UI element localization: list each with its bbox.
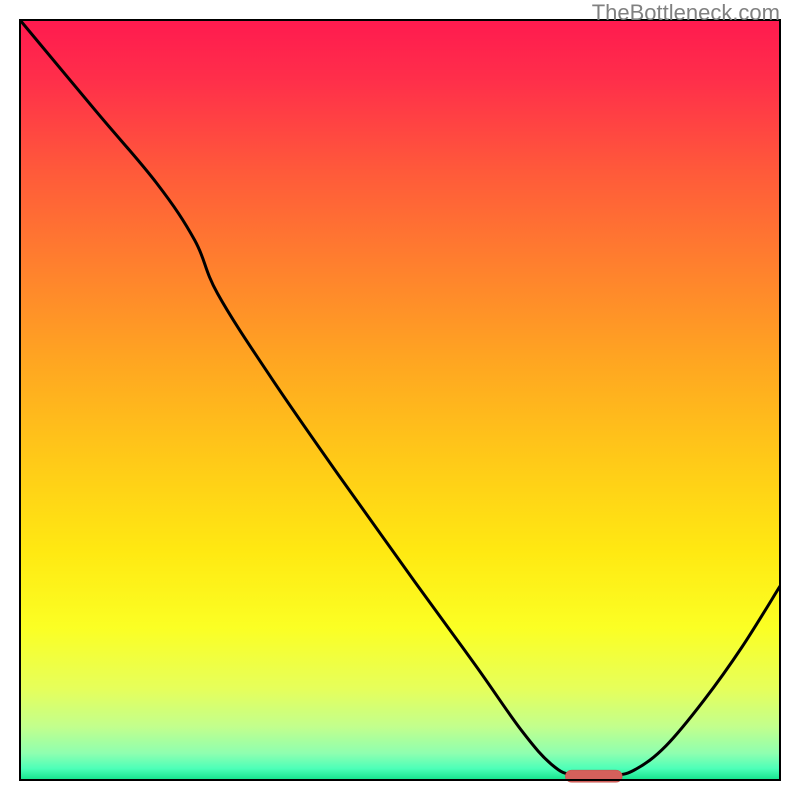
bottleneck-chart: TheBottleneck.com: [0, 0, 800, 800]
chart-svg: [0, 0, 800, 800]
gradient-background: [20, 20, 780, 780]
attribution-text: TheBottleneck.com: [592, 0, 780, 26]
